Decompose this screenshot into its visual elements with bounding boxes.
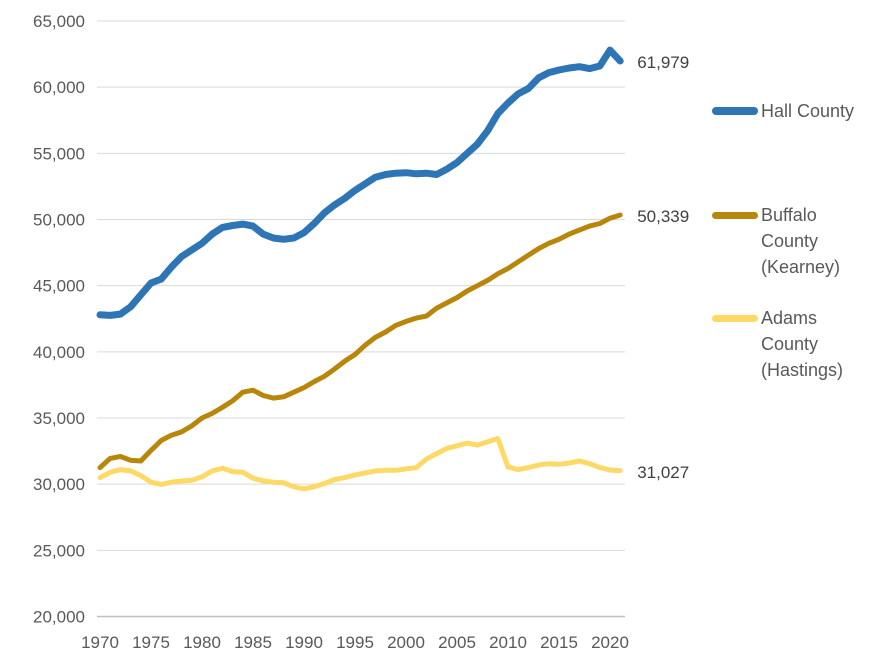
y-axis-tick-label: 65,000: [33, 12, 85, 31]
legend-item-buffalo-county[interactable]: Buffalo County (Kearney): [712, 202, 840, 280]
legend-item-adams-county[interactable]: Adams County (Hastings): [712, 305, 843, 383]
y-axis-tick-label: 50,000: [33, 211, 85, 230]
x-axis-tick-label: 1990: [285, 633, 323, 652]
x-axis-tick-label: 1970: [81, 633, 119, 652]
legend-label-hall-county: Hall County: [761, 101, 855, 121]
data-label-hall-county: 61,979: [637, 52, 690, 72]
series-line-buffalo-county-kearney: [97, 212, 623, 471]
legend-swatch-hall-county-icon: [712, 107, 758, 115]
x-axis-tick-label: 2010: [489, 633, 527, 652]
x-axis-tick-label: 1980: [183, 633, 221, 652]
x-axis-tick-label: 2015: [540, 633, 578, 652]
x-axis-tick-label: 2020: [591, 633, 629, 652]
y-axis-tick-label: 35,000: [33, 409, 85, 428]
legend-swatch-buffalo-county-icon: [712, 212, 758, 219]
y-axis-tick-label: 45,000: [33, 277, 85, 296]
x-axis-tick-label: 2005: [438, 633, 476, 652]
y-axis-tick-label: 25,000: [33, 541, 85, 560]
y-axis-tick-label: 40,000: [33, 343, 85, 362]
x-axis-tick-label: 1995: [336, 633, 374, 652]
y-axis-tick-label: 55,000: [33, 144, 85, 163]
legend-item-hall-county[interactable]: Hall County: [712, 98, 854, 124]
x-axis-tick-label: 2000: [387, 633, 425, 652]
legend-label-buffalo-county: Buffalo County (Kearney): [761, 205, 841, 277]
x-axis-tick-label: 1985: [234, 633, 272, 652]
y-axis-tick-label: 20,000: [33, 608, 85, 627]
y-axis-tick-label: 60,000: [33, 78, 85, 97]
data-label-adams-county: 31,027: [637, 462, 690, 482]
y-axis-tick-label: 30,000: [33, 475, 85, 494]
legend-label-adams-county: Adams County (Hastings): [761, 308, 844, 380]
series-line-hall-county: [96, 46, 624, 319]
legend-swatch-adams-county-icon: [712, 315, 758, 322]
series-line-adams-county-hastings: [97, 436, 623, 492]
data-label-buffalo-county: 50,339: [637, 207, 690, 226]
x-axis-tick-label: 1975: [132, 633, 170, 652]
